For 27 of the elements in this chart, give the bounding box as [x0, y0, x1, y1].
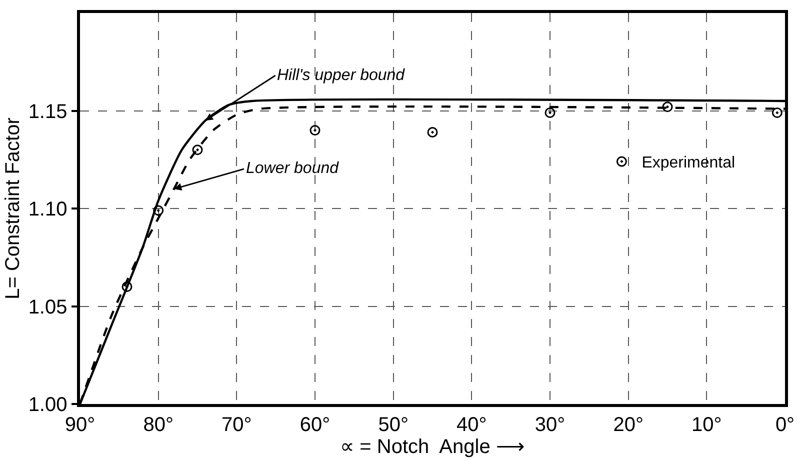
y-tick-label: 1.10 [28, 198, 68, 220]
point [544, 107, 556, 118]
x-tick-label: 0° [775, 414, 795, 436]
annotation: Lower bound [246, 160, 340, 177]
point [122, 281, 132, 292]
legend-label: Experimental [642, 154, 736, 172]
point [310, 125, 320, 136]
x-tick-label: 20° [613, 414, 644, 436]
point [427, 127, 438, 138]
x-tick-label: 70° [222, 414, 252, 436]
y-tick-label: 1.15 [28, 100, 68, 123]
x-tick-label: 30° [534, 414, 566, 436]
x-axis-title: ∝ = Notch Angle ⟶ [340, 436, 525, 458]
point [192, 144, 203, 156]
y-tick-label: 1.05 [28, 296, 68, 318]
y-axis-title: L= Constraint Factor [2, 117, 24, 300]
y-tick-label: 1.00 [28, 394, 68, 416]
point [662, 102, 673, 112]
x-tick-label: 60° [300, 414, 330, 436]
annotation: Hill's upper bound [277, 67, 406, 84]
point [772, 107, 782, 118]
x-tick-label: 50° [378, 414, 408, 436]
x-tick-label: 40° [456, 414, 487, 436]
x-tick-label: 80° [143, 414, 174, 436]
x-tick-label: 10° [692, 414, 722, 436]
x-tick-label: 90° [64, 414, 96, 436]
point [153, 205, 164, 216]
